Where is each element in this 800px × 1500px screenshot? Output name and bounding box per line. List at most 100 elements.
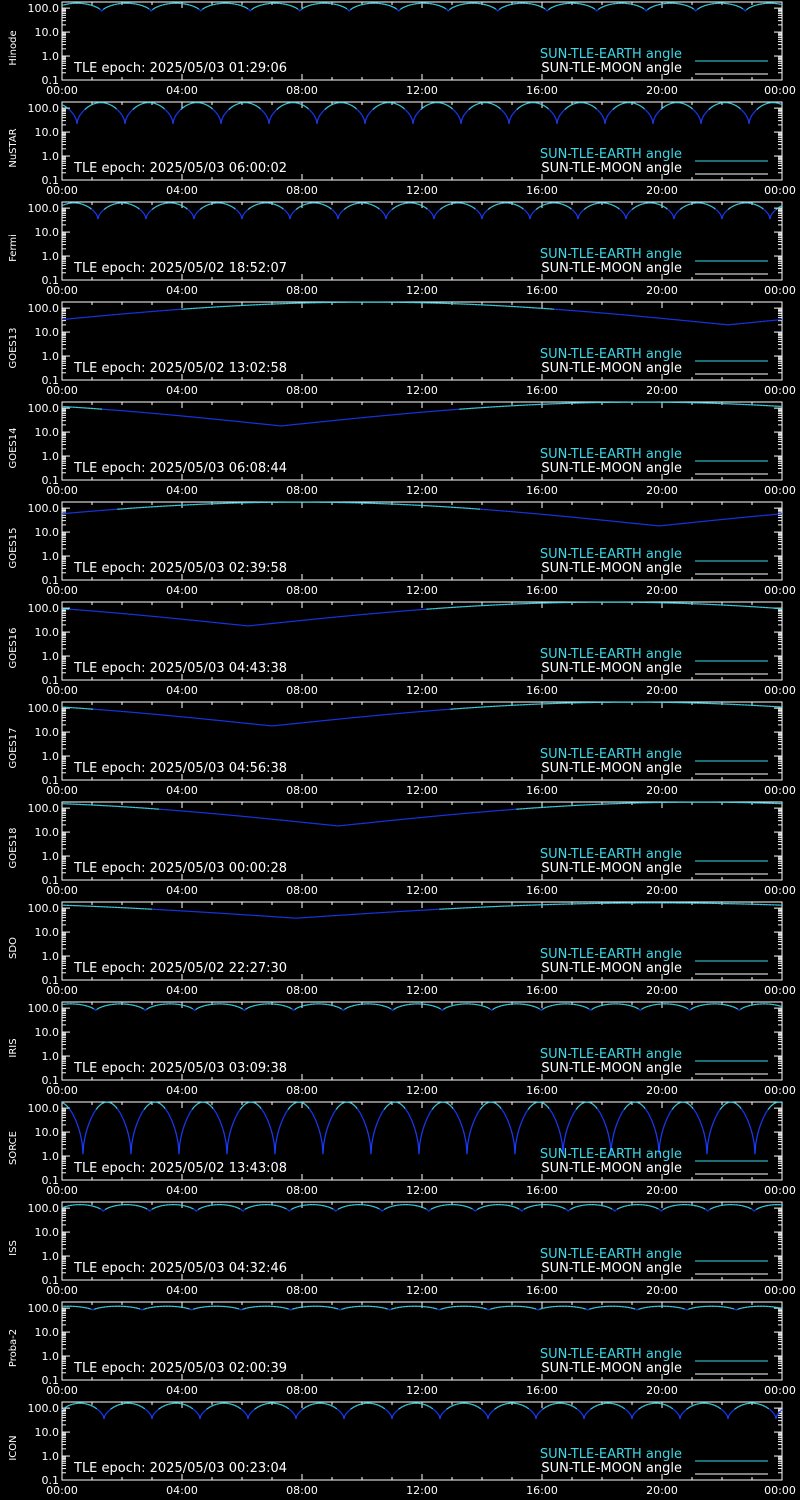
tle-epoch: TLE epoch: 2025/05/03 06:00:02 — [74, 161, 288, 176]
x-tick-label: 00:00 — [46, 84, 78, 97]
y-tick-label: 1.0 — [42, 850, 60, 863]
x-tick-label: 20:00 — [646, 384, 678, 397]
x-tick-label: 16:00 — [526, 1484, 558, 1497]
x-tick-label: 00:00 — [764, 84, 796, 97]
x-tick-label: 04:00 — [166, 684, 198, 697]
tle-epoch: TLE epoch: 2025/05/03 02:00:39 — [74, 1361, 288, 1376]
legend-moon-label: SUN-TLE-MOON angle — [541, 1061, 682, 1076]
y-tick-label: 0.1 — [42, 1174, 60, 1187]
satellite-name: GOES15 — [8, 527, 19, 569]
satellite-panel: 100.0 10.0 1.0 0.1 00:00 04:00 08:00 12:00 16:00… — [0, 1400, 800, 1500]
x-tick-label: 20:00 — [646, 1284, 678, 1297]
tle-epoch: TLE epoch: 2025/05/02 22:27:30 — [74, 961, 288, 976]
x-tick-label: 12:00 — [406, 884, 438, 897]
panel-plot: 100.010.01.00.100:00 04:00 08:00 12:00 16:00… — [28, 201, 796, 297]
x-tick-label: 04:00 — [166, 84, 198, 97]
x-tick-label: 00:00 — [46, 284, 78, 297]
satellite-panel: 100.0 10.0 1.0 0.1 00:00 04:00 08:00 12:00 16:00… — [0, 1200, 800, 1300]
x-tick-label: 04:00 — [166, 884, 198, 897]
sun-earth-angle-series — [61, 501, 783, 527]
x-tick-label: 16:00 — [526, 1084, 558, 1097]
x-tick-label: 20:00 — [646, 1384, 678, 1397]
x-tick-label: 12:00 — [406, 1284, 438, 1297]
satellite-name: SDO — [8, 937, 19, 959]
x-tick-label: 16:00 — [526, 484, 558, 497]
y-tick-label: 10.0 — [35, 1226, 60, 1239]
y-tick-label: 1.0 — [42, 950, 60, 963]
panel-plot: 100.010.01.00.100:00 04:00 08:00 12:00 16:00… — [28, 501, 796, 597]
y-tick-label: 10.0 — [35, 1026, 60, 1039]
x-tick-label: 00:00 — [46, 784, 78, 797]
panel-plot: 100.010.01.00.100:00 04:00 08:00 12:00 16:00… — [28, 601, 796, 697]
legend-moon-label: SUN-TLE-MOON angle — [541, 261, 682, 276]
y-tick-label: 100.0 — [28, 702, 60, 715]
y-tick-label: 100.0 — [28, 402, 60, 415]
x-tick-label: 04:00 — [166, 584, 198, 597]
y-tick-label: 1.0 — [42, 1150, 60, 1163]
x-tick-label: 00:00 — [764, 384, 796, 397]
legend-earth-label: SUN-TLE-EARTH angle — [539, 47, 682, 62]
y-tick-label: 10.0 — [35, 1126, 60, 1139]
legend-earth-label: SUN-TLE-EARTH angle — [539, 747, 682, 762]
y-tick-label: 10.0 — [35, 26, 60, 39]
satellite-name: ISS — [8, 1240, 19, 1256]
tle-epoch: TLE epoch: 2025/05/03 04:56:38 — [74, 761, 288, 776]
x-tick-label: 20:00 — [646, 984, 678, 997]
panel-plot: 100.010.01.00.100:00 04:00 08:00 12:00 16:00… — [28, 901, 796, 997]
panel-plot: 100.010.01.00.100:00 04:00 08:00 12:00 16:00… — [28, 1, 796, 97]
y-tick-label: 100.0 — [28, 1302, 60, 1315]
x-tick-label: 16:00 — [526, 884, 558, 897]
y-tick-label: 0.1 — [42, 1474, 60, 1487]
y-tick-label: 0.1 — [42, 274, 60, 287]
x-tick-label: 08:00 — [286, 1284, 318, 1297]
y-tick-label: 100.0 — [28, 1202, 60, 1215]
x-tick-label: 00:00 — [764, 884, 796, 897]
y-tick-label: 1.0 — [42, 250, 60, 263]
y-tick-label: 100.0 — [28, 1102, 60, 1115]
sun-earth-angle-series — [61, 1101, 783, 1155]
y-tick-label: 1.0 — [42, 1250, 60, 1263]
x-tick-label: 00:00 — [764, 684, 796, 697]
y-tick-label: 0.1 — [42, 874, 60, 887]
satellite-name: GOES13 — [8, 327, 19, 369]
legend-earth-label: SUN-TLE-EARTH angle — [539, 247, 682, 262]
satellite-panel: 100.0 10.0 1.0 0.1 00:00 04:00 08:00 12:00 16:00… — [0, 900, 800, 1000]
x-tick-label: 08:00 — [286, 684, 318, 697]
x-tick-label: 08:00 — [286, 284, 318, 297]
y-tick-label: 100.0 — [28, 2, 60, 15]
x-tick-label: 20:00 — [646, 684, 678, 697]
legend-moon-label: SUN-TLE-MOON angle — [541, 161, 682, 176]
legend-earth-label: SUN-TLE-EARTH angle — [539, 1347, 682, 1362]
y-tick-label: 0.1 — [42, 574, 60, 587]
x-tick-label: 04:00 — [166, 984, 198, 997]
x-tick-label: 04:00 — [166, 1084, 198, 1097]
sun-earth-angle-series — [61, 101, 783, 124]
legend-moon-label: SUN-TLE-MOON angle — [541, 661, 682, 676]
sun-earth-angle-series — [61, 1204, 783, 1212]
x-tick-label: 12:00 — [406, 284, 438, 297]
x-tick-label: 00:00 — [764, 1484, 796, 1497]
legend-moon-label: SUN-TLE-MOON angle — [541, 1161, 682, 1176]
y-tick-label: 1.0 — [42, 750, 60, 763]
x-tick-label: 00:00 — [764, 584, 796, 597]
y-tick-label: 100.0 — [28, 302, 60, 315]
satellite-panel: 100.0 10.0 1.0 0.1 00:00 04:00 08:00 12:00 16:00… — [0, 700, 800, 800]
x-tick-label: 00:00 — [46, 1084, 78, 1097]
y-tick-label: 0.1 — [42, 1074, 60, 1087]
x-tick-label: 00:00 — [764, 284, 796, 297]
x-tick-label: 16:00 — [526, 984, 558, 997]
satellite-panel: 100.0 10.0 1.0 0.1 00:00 04:00 08:00 12:00 16:00… — [0, 1000, 800, 1100]
satellite-panel: 100.0 10.0 1.0 0.1 00:00 04:00 08:00 12:00 16:00… — [0, 100, 800, 200]
x-tick-label: 00:00 — [764, 484, 796, 497]
y-tick-label: 100.0 — [28, 202, 60, 215]
x-tick-label: 04:00 — [166, 784, 198, 797]
x-tick-label: 12:00 — [406, 784, 438, 797]
x-tick-label: 00:00 — [46, 984, 78, 997]
x-tick-label: 08:00 — [286, 884, 318, 897]
legend-moon-label: SUN-TLE-MOON angle — [541, 961, 682, 976]
y-tick-label: 0.1 — [42, 174, 60, 187]
x-tick-label: 00:00 — [46, 1384, 78, 1397]
panel-plot: 100.010.01.00.100:00 04:00 08:00 12:00 16:00… — [28, 701, 796, 797]
sun-earth-angle-series — [61, 902, 783, 919]
